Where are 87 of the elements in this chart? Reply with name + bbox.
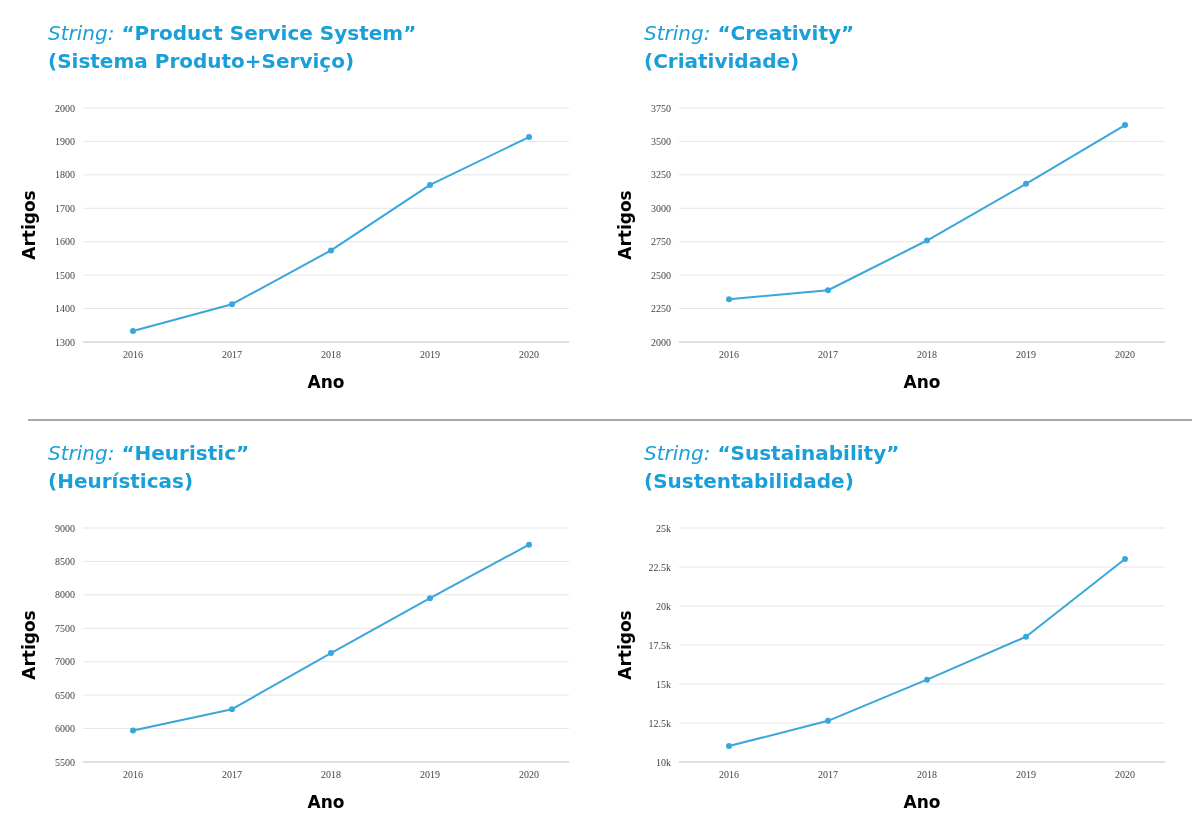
y-tick-label: 17.5k xyxy=(648,639,671,651)
point xyxy=(427,181,433,188)
y-tick-label: 1400 xyxy=(55,303,75,315)
chart-title: String: “Product Service System” xyxy=(48,21,417,45)
y-tick-label: 1300 xyxy=(55,336,75,348)
x-axis-title: Ano xyxy=(307,372,345,392)
point xyxy=(130,727,136,734)
y-tick-label: 9000 xyxy=(55,522,75,534)
x-tick-label: 2018 xyxy=(917,769,937,780)
x-tick-label: 2017 xyxy=(222,349,242,360)
x-axis-title: Ano xyxy=(903,372,941,392)
chart-subtitle: (Heurísticas) xyxy=(48,469,194,493)
chart-title: String: “Sustainability” xyxy=(644,441,900,465)
x-axis-title: Ano xyxy=(307,792,345,812)
y-tick-label: 2250 xyxy=(651,303,671,315)
point xyxy=(229,706,235,713)
y-tick-label: 3250 xyxy=(651,169,671,181)
y-tick-label: 2000 xyxy=(55,102,75,114)
x-tick-label: 2016 xyxy=(719,769,739,780)
y-tick-label: 25k xyxy=(656,522,671,534)
y-tick-label: 7500 xyxy=(55,622,75,634)
chart-subtitle: (Sistema Produto+Serviço) xyxy=(48,49,355,73)
y-tick-label: 1900 xyxy=(55,135,75,147)
y-tick-label: 3000 xyxy=(651,202,671,214)
y-tick-label: 8000 xyxy=(55,589,75,601)
point xyxy=(825,717,831,724)
y-tick-label: 2750 xyxy=(651,236,671,248)
point xyxy=(924,676,930,683)
x-tick-label: 2018 xyxy=(321,349,341,360)
point xyxy=(229,301,235,308)
x-tick-label: 2020 xyxy=(1115,349,1135,360)
y-axis-title: Artigos xyxy=(19,190,39,260)
y-axis-title: Artigos xyxy=(615,190,635,260)
x-tick-label: 2019 xyxy=(420,769,440,780)
y-axis-title: Artigos xyxy=(19,610,39,680)
y-tick-label: 12.5k xyxy=(648,717,671,729)
x-tick-label: 2016 xyxy=(123,349,143,360)
x-tick-label: 2020 xyxy=(519,349,539,360)
x-tick-label: 2020 xyxy=(519,769,539,780)
y-tick-label: 10k xyxy=(656,756,671,768)
x-tick-label: 2019 xyxy=(1016,769,1036,780)
point xyxy=(825,287,831,294)
x-tick-label: 2017 xyxy=(818,349,838,360)
y-tick-label: 5500 xyxy=(55,756,75,768)
y-tick-label: 1500 xyxy=(55,269,75,281)
point xyxy=(526,541,532,548)
point xyxy=(726,296,732,303)
y-tick-label: 20k xyxy=(656,600,671,612)
chart-title: String: “Heuristic” xyxy=(48,441,250,465)
point xyxy=(726,743,732,750)
x-tick-label: 2016 xyxy=(719,349,739,360)
point xyxy=(328,247,334,254)
x-axis-title: Ano xyxy=(903,792,941,812)
point xyxy=(1023,180,1029,187)
chart-title: String: “Creativity” xyxy=(644,21,855,45)
x-tick-label: 2019 xyxy=(1016,349,1036,360)
point xyxy=(130,327,136,334)
point xyxy=(328,650,334,657)
y-axis-title: Artigos xyxy=(615,610,635,680)
x-tick-label: 2016 xyxy=(123,769,143,780)
y-tick-label: 15k xyxy=(656,678,671,690)
y-tick-label: 6500 xyxy=(55,689,75,701)
x-tick-label: 2017 xyxy=(818,769,838,780)
chart-subtitle: (Sustentabilidade) xyxy=(644,469,854,493)
x-tick-label: 2018 xyxy=(321,769,341,780)
y-tick-label: 6000 xyxy=(55,723,75,735)
y-tick-label: 1700 xyxy=(55,202,75,214)
x-tick-label: 2019 xyxy=(420,349,440,360)
point xyxy=(526,134,532,141)
y-tick-label: 1800 xyxy=(55,169,75,181)
point xyxy=(1023,633,1029,640)
point xyxy=(1122,556,1128,563)
y-tick-label: 2500 xyxy=(651,269,671,281)
y-tick-label: 8500 xyxy=(55,555,75,567)
y-tick-label: 22.5k xyxy=(648,561,671,573)
y-tick-label: 1600 xyxy=(55,236,75,248)
point xyxy=(924,237,930,244)
x-tick-label: 2018 xyxy=(917,349,937,360)
chart-subtitle: (Criatividade) xyxy=(644,49,800,73)
y-tick-label: 3750 xyxy=(651,102,671,114)
point xyxy=(1122,122,1128,129)
y-tick-label: 3500 xyxy=(651,135,671,147)
y-tick-label: 7000 xyxy=(55,656,75,668)
point xyxy=(427,595,433,602)
x-tick-label: 2020 xyxy=(1115,769,1135,780)
x-tick-label: 2017 xyxy=(222,769,242,780)
y-tick-label: 2000 xyxy=(651,336,671,348)
